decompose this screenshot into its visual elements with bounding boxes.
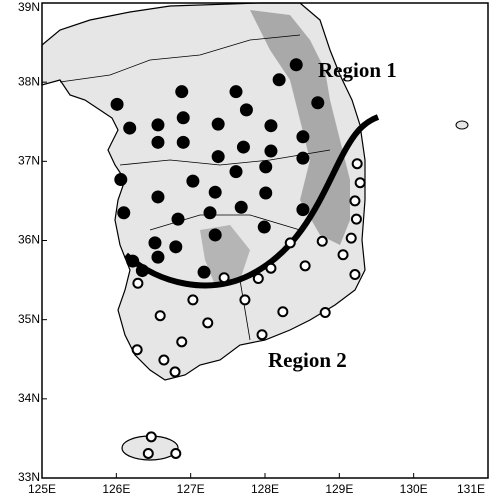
station: [176, 111, 190, 125]
station: [354, 177, 366, 189]
station: [171, 212, 185, 226]
station: [299, 260, 311, 272]
province-boundary: [59, 34, 331, 341]
station: [117, 206, 131, 220]
station: [289, 58, 303, 72]
station: [187, 294, 199, 306]
station: [264, 119, 278, 133]
station: [123, 121, 137, 135]
y-tick-label: 37N: [18, 154, 40, 168]
station: [264, 144, 278, 158]
station: [337, 249, 349, 261]
station: [169, 240, 183, 254]
station: [151, 250, 165, 264]
station: [151, 118, 165, 132]
station: [145, 431, 157, 443]
station: [132, 277, 144, 289]
y-tick-label: 39N: [18, 0, 40, 14]
x-tick-label: 130E: [400, 482, 428, 496]
station: [148, 236, 162, 250]
region-label: Region 1: [318, 58, 397, 82]
station: [316, 235, 328, 247]
station: [259, 186, 273, 200]
station: [175, 85, 189, 99]
station: [154, 310, 166, 322]
station: [151, 190, 165, 204]
station: [236, 140, 250, 154]
station: [203, 206, 217, 220]
station: [229, 165, 243, 179]
station: [211, 150, 225, 164]
station: [252, 273, 264, 284]
station: [239, 103, 253, 117]
station: [259, 160, 273, 174]
station: [197, 265, 211, 279]
y-tick-label: 36N: [18, 233, 40, 247]
station: [126, 254, 140, 268]
station: [142, 447, 154, 459]
station: [272, 73, 286, 87]
x-tick-label: 129E: [325, 482, 353, 496]
station: [211, 117, 225, 131]
station: [186, 174, 200, 188]
station: [229, 85, 243, 99]
station: [135, 264, 149, 278]
station: [234, 200, 248, 214]
station: [158, 354, 170, 366]
station: [296, 151, 310, 165]
x-tick-label: 126E: [102, 482, 130, 496]
station: [265, 262, 277, 274]
station: [151, 135, 165, 149]
x-tick-label: 125E: [28, 482, 56, 496]
station: [349, 195, 361, 207]
y-tick-label: 38N: [18, 74, 40, 88]
station: [169, 366, 181, 378]
station: [131, 344, 143, 356]
y-tick-label: 35N: [18, 312, 40, 326]
y-tick-label: 33N: [18, 470, 40, 484]
station: [319, 307, 331, 319]
station: [256, 329, 268, 341]
station: [296, 203, 310, 217]
station: [110, 97, 124, 111]
station: [176, 336, 188, 348]
y-tick-label: 34N: [18, 391, 40, 405]
station: [345, 232, 357, 244]
x-tick-label: 128E: [251, 482, 279, 496]
station: [239, 294, 251, 306]
station: [114, 173, 128, 187]
station: [350, 213, 362, 225]
land: [41, 2, 366, 381]
station: [257, 220, 271, 234]
station: [170, 447, 182, 459]
station: [284, 237, 296, 249]
region-label: Region 2: [268, 348, 347, 372]
x-tick-label: 131E: [457, 482, 485, 496]
station: [349, 269, 361, 281]
station: [351, 158, 363, 170]
station: [277, 306, 289, 318]
ulleung-island: [455, 120, 469, 130]
station: [311, 96, 325, 110]
x-tick-label: 127E: [177, 482, 205, 496]
station: [208, 228, 222, 242]
station: [296, 130, 310, 144]
station: [208, 185, 222, 199]
station: [218, 272, 230, 284]
station: [202, 317, 214, 329]
station: [176, 135, 190, 149]
